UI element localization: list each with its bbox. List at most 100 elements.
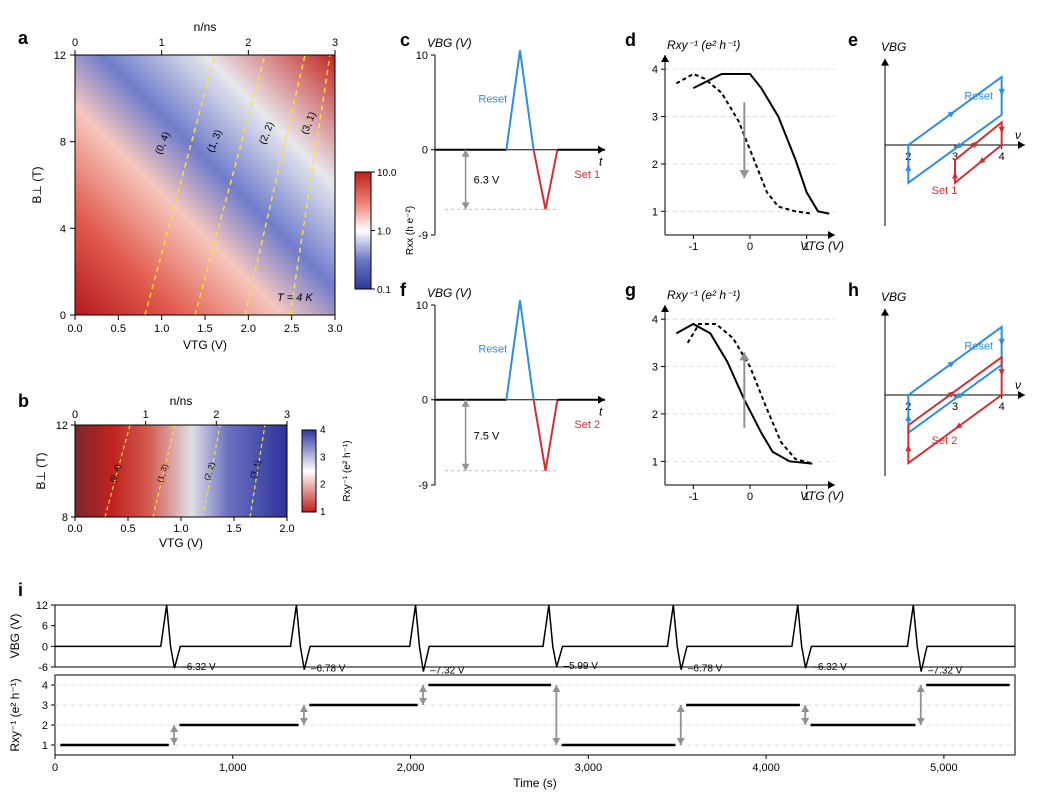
svg-text:1: 1 <box>652 456 658 468</box>
x-tick: 2.5 <box>284 323 299 335</box>
x-label: VTG (V) <box>800 239 844 253</box>
colorbar-a <box>355 172 371 289</box>
svg-text:3: 3 <box>652 362 658 374</box>
x-label: ν <box>1015 128 1021 142</box>
x-tick: 3.0 <box>327 323 342 335</box>
panel-a: (0, 4)(1, 3)(2, 2)(3, 1)T = 4 K0.00.51.0… <box>75 55 425 375</box>
x-label: t <box>599 155 603 169</box>
cb-tick: 1.0 <box>377 227 391 238</box>
svg-text:0: 0 <box>52 762 58 774</box>
svg-text:4: 4 <box>320 425 326 436</box>
panel-e: 234ResetSet 1VBGν <box>875 55 1035 255</box>
svg-text:0: 0 <box>422 395 428 407</box>
set-label: Set 2 <box>574 419 600 431</box>
cb-tick: 10.0 <box>377 168 397 179</box>
y-label: Rxy⁻¹ (e² h⁻¹) <box>667 288 740 302</box>
panel-label-e: e <box>848 30 858 51</box>
x-tick: 2.0 <box>241 323 256 335</box>
cb-tick: 0.1 <box>377 285 391 296</box>
temp-label: T = 4 K <box>277 292 313 304</box>
trough-label: –6.78 V <box>311 664 346 675</box>
y-tick: 4 <box>60 223 66 235</box>
reset-label: Reset <box>478 93 507 105</box>
svg-text:1: 1 <box>320 507 326 518</box>
svg-text:1: 1 <box>652 206 658 218</box>
trough-label: –6.32 V <box>181 662 216 673</box>
y-label: Rxy⁻¹ (e² h⁻¹) <box>667 38 740 52</box>
svg-text:2: 2 <box>42 720 48 732</box>
y-label: VBG <box>881 290 906 304</box>
bottom-y-label: Rxy⁻¹ (e² h⁻¹) <box>8 678 22 751</box>
panel-i: -60612VBG (V)–6.32 V–6.78 V–7.32 V–5.99 … <box>55 605 1035 795</box>
panel-label-h: h <box>848 280 859 301</box>
x-tick: 0.0 <box>67 323 82 335</box>
cb-label: Rxy⁻¹ (e² h⁻¹) <box>342 440 353 501</box>
panel-label-b: b <box>18 391 29 412</box>
top-frame <box>55 605 1015 667</box>
x-label: VTG (V) <box>800 489 844 503</box>
svg-text:6: 6 <box>42 621 48 633</box>
y-label: VBG (V) <box>427 36 472 50</box>
svg-text:2,000: 2,000 <box>397 762 425 774</box>
svg-text:1: 1 <box>143 409 149 421</box>
svg-text:12: 12 <box>56 420 68 432</box>
delta-label: 6.3 V <box>474 175 500 187</box>
waveform-seg <box>520 50 534 149</box>
panel-d: -1011234VTG (V)Rxy⁻¹ (e² h⁻¹) <box>665 55 850 265</box>
panel-label-i: i <box>18 580 23 601</box>
cb-label: Rxx (h e⁻²) <box>405 206 416 255</box>
svg-text:4: 4 <box>999 401 1005 413</box>
y-label: VBG (V) <box>427 286 472 300</box>
curve-after <box>688 324 813 464</box>
svg-text:0: 0 <box>72 409 78 421</box>
waveform-seg <box>534 400 546 471</box>
x-tick: 0.5 <box>111 323 126 335</box>
svg-text:-6: -6 <box>38 662 48 674</box>
reset-label: Reset <box>478 343 507 355</box>
x-tick: 1.5 <box>197 323 212 335</box>
svg-text:12: 12 <box>36 600 48 612</box>
svg-text:0: 0 <box>747 491 753 503</box>
svg-text:-9: -9 <box>418 230 428 242</box>
y-tick: 12 <box>54 50 66 62</box>
x2-tick: 3 <box>332 37 338 49</box>
y-tick: 8 <box>60 137 66 149</box>
svg-text:3: 3 <box>652 112 658 124</box>
svg-text:0: 0 <box>747 241 753 253</box>
svg-text:3: 3 <box>320 452 326 463</box>
svg-text:0.0: 0.0 <box>67 523 82 535</box>
panel-label-c: c <box>400 30 410 51</box>
svg-text:1: 1 <box>42 740 48 752</box>
y-label: B⊥ (T) <box>30 166 44 203</box>
panel-label-a: a <box>18 28 28 49</box>
loop-label: Reset <box>964 91 993 103</box>
svg-text:4: 4 <box>652 64 658 76</box>
y-label: B⊥ (T) <box>34 452 48 489</box>
loop-label: Set 1 <box>932 185 958 197</box>
colorbar-b <box>302 430 316 512</box>
panel-c: -9010ResetSet 16.3 VVBG (V)t <box>435 55 615 265</box>
x2-tick: 0 <box>72 37 78 49</box>
svg-text:1.5: 1.5 <box>226 523 241 535</box>
svg-text:10: 10 <box>416 50 428 62</box>
svg-text:1.0: 1.0 <box>173 523 188 535</box>
panel-label-d: d <box>625 30 636 51</box>
loop-label: Reset <box>964 341 993 353</box>
set-label: Set 1 <box>574 169 600 181</box>
x2-tick: 2 <box>245 37 251 49</box>
svg-text:0: 0 <box>422 145 428 157</box>
svg-text:2: 2 <box>652 409 658 421</box>
svg-text:0.5: 0.5 <box>120 523 135 535</box>
svg-text:-9: -9 <box>418 480 428 492</box>
x-label: VTG (V) <box>183 338 227 352</box>
svg-text:3: 3 <box>952 401 958 413</box>
x2-label: n/ns <box>170 394 193 408</box>
x-label: ν <box>1015 378 1021 392</box>
svg-text:-1: -1 <box>688 491 698 503</box>
waveform-seg <box>546 150 558 210</box>
svg-text:2.0: 2.0 <box>279 523 294 535</box>
panel-g: -1011234VTG (V)Rxy⁻¹ (e² h⁻¹) <box>665 305 850 515</box>
x2-tick: 1 <box>159 37 165 49</box>
waveform-seg <box>534 150 546 210</box>
y-label: VBG <box>881 40 906 54</box>
